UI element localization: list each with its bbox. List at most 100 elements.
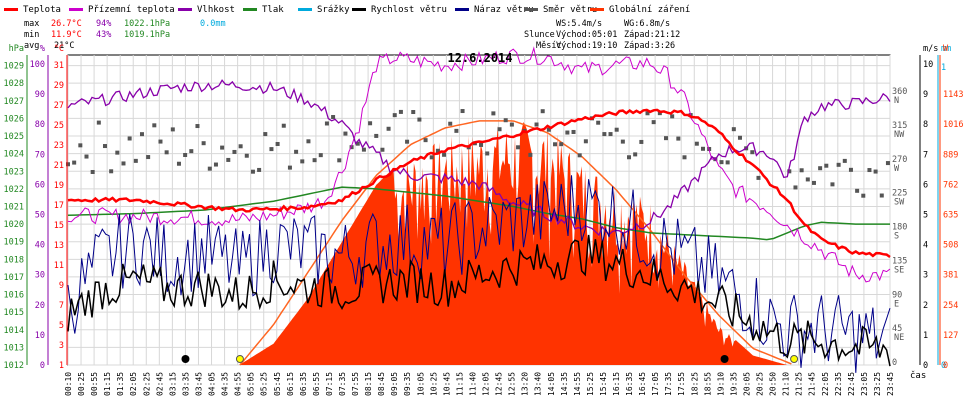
wind-direction-point [96,120,101,125]
wind-direction-point [417,117,422,122]
axis-pct-tick: 70 [35,150,45,160]
x-tick: 04:55 [234,372,243,396]
wind-direction-point [719,160,724,165]
avg-temp: 21°C [54,41,74,51]
astro-block: WS:5.4m/s WG:6.8m/s Slunce Východ:05:01 … [524,19,680,51]
axis-pct-tick: 30 [35,271,45,281]
min-hum: 43% [96,30,111,40]
axis-w-tick: 1143 [943,90,963,100]
min-press: 1019.1hPa [124,30,170,40]
wind-direction-point [213,162,218,167]
axis-hpa-tick: 1017 [4,273,24,283]
x-tick: 05:45 [273,372,282,396]
wind-direction-point [553,142,558,147]
x-tick: 17:05 [651,372,660,396]
x-tick: 04:05 [208,372,217,396]
x-tick: 15:45 [599,372,608,396]
max-rain: 0.0mm [200,19,226,29]
wind-direction-point [867,168,872,173]
wind-direction-point [577,153,582,158]
x-axis: 00:10 00:25 00:55 01:15 01:35 02:05 02:25 02:45… [64,372,895,396]
axis-degc-tick: 7 [59,301,64,311]
axis-degc-tick: 13 [54,241,64,251]
moonrise: Východ:19:10 [556,41,617,51]
axis-dir-label: SE [894,265,904,275]
avg-label: avg [24,41,39,51]
wind-direction-point [146,155,151,160]
wind-direction-point [72,160,77,165]
axis-dir-tick: 315 [892,121,907,131]
wind-direction-point [380,147,385,152]
wind-direction-point [84,154,89,159]
wind-direction-point [503,118,508,123]
wind-direction-point [848,167,853,172]
wind-direction-point [411,110,416,115]
wind-direction-point [442,152,447,157]
wind-direction-point [885,161,890,166]
axis-w-tick: 254 [943,301,958,311]
wind-direction-point [176,161,181,166]
wind-direction-point [633,152,638,157]
x-tick: 11:15 [455,372,464,396]
legend-swatch [298,8,312,11]
chart-title: 12.6.2014 [447,51,512,65]
legend-label: Globální záření [609,5,690,15]
x-tick: 20:05 [742,372,751,396]
x-tick: 18:55 [703,372,712,396]
legend-swatch [455,8,469,11]
x-tick: 14:55 [573,372,582,396]
axis-ms-tick: 10 [923,60,933,70]
legend-swatch [352,8,366,11]
wind-direction-point [318,153,323,158]
axis-pct-tick: 40 [35,241,45,251]
wind-direction-point [855,188,860,193]
wind-direction-point [565,130,570,135]
wind-direction-point [725,160,730,165]
x-tick: 02:25 [142,372,151,396]
x-tick: 21:25 [795,372,804,396]
axis-degc-tick: 23 [54,141,64,151]
axis-hpa-tick: 1015 [4,308,24,318]
wind-direction-point [207,166,212,171]
x-tick: 14:05 [547,372,556,396]
x-tick: 17:35 [664,372,673,396]
axis-hpa-tick: 1013 [4,343,24,353]
x-tick: 07:15 [325,372,334,396]
x-tick: 11:40 [468,372,477,396]
wind-direction-point [300,159,305,164]
astro-markers [181,355,799,363]
radiation-fill [68,122,890,365]
wind-direction-point [448,121,453,126]
x-tick: 05:05 [247,372,256,396]
axis-w-tick: 762 [943,180,958,190]
axis-degc-tick: 11 [54,261,64,271]
axis-hpa-tick: 1024 [4,150,24,160]
axis-degc-tick: 5 [59,321,64,331]
x-tick: 02:05 [129,372,138,396]
x-tick: 10:05 [416,372,425,396]
axis-hpa-tick: 1020 [4,220,24,230]
x-tick: 22:05 [821,372,830,396]
axis-w-tick: 0 [943,361,948,371]
axis-pct-label: % [40,44,45,54]
axis-ms-tick: 0 [923,361,928,371]
x-tick: 21:10 [782,372,791,396]
wind-direction-point [608,132,613,137]
wind-direction-point [250,169,255,174]
axis-ms-tick: 4 [923,241,928,251]
x-tick: 13:20 [521,372,530,396]
axis-ms-tick: 5 [923,211,928,221]
max-temp: 26.7°C [51,19,82,29]
wind-direction-point [571,129,576,134]
wind-direction-point [109,169,114,174]
plot-area [66,46,891,373]
x-tick: 16:35 [625,372,634,396]
wind-direction-point [133,158,138,163]
legend-label: Srážky [317,5,350,15]
wind-direction-point [491,111,496,116]
axis-hpa-label: hPa [9,44,24,54]
wind-direction-point [115,150,120,155]
axes: 1012101310141015101610171018101910201021… [4,44,964,371]
legend-swatch [243,8,257,11]
wind-direction-point [392,113,397,118]
